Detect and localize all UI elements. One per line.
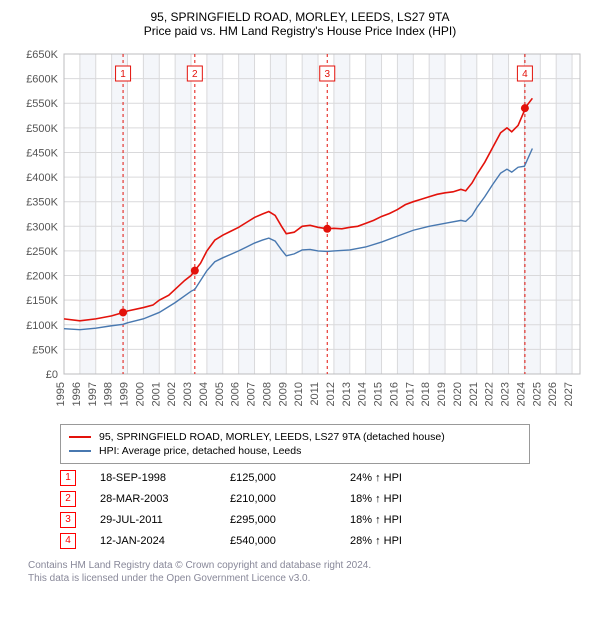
- sales-table: 1 18-SEP-1998 £125,000 24% ↑ HPI 2 28-MA…: [60, 470, 580, 549]
- svg-text:2022: 2022: [484, 382, 496, 406]
- table-row: 3 29-JUL-2011 £295,000 18% ↑ HPI: [60, 512, 580, 528]
- table-row: 4 12-JAN-2024 £540,000 28% ↑ HPI: [60, 533, 580, 549]
- svg-text:2020: 2020: [452, 382, 464, 406]
- sale-diff: 18% ↑ HPI: [350, 514, 460, 526]
- svg-text:£0: £0: [46, 369, 58, 381]
- svg-text:2006: 2006: [230, 382, 242, 406]
- svg-text:2014: 2014: [357, 382, 369, 406]
- svg-text:3: 3: [324, 69, 330, 80]
- svg-text:4: 4: [522, 69, 528, 80]
- svg-text:£400K: £400K: [26, 172, 58, 184]
- svg-text:1995: 1995: [55, 382, 67, 406]
- svg-text:2019: 2019: [436, 382, 448, 406]
- sale-date: 28-MAR-2003: [100, 493, 230, 505]
- svg-text:£200K: £200K: [26, 271, 58, 283]
- svg-text:2025: 2025: [531, 382, 543, 406]
- sale-marker-box: 3: [60, 512, 76, 528]
- svg-text:2004: 2004: [198, 382, 210, 406]
- title-sub: Price paid vs. HM Land Registry's House …: [10, 24, 590, 38]
- svg-text:2024: 2024: [515, 382, 527, 406]
- sale-diff: 18% ↑ HPI: [350, 493, 460, 505]
- legend-swatch: [69, 450, 91, 452]
- svg-text:£150K: £150K: [26, 295, 58, 307]
- svg-text:2013: 2013: [341, 382, 353, 406]
- svg-text:£100K: £100K: [26, 320, 58, 332]
- svg-text:2: 2: [192, 69, 198, 80]
- sale-date: 18-SEP-1998: [100, 472, 230, 484]
- svg-text:£500K: £500K: [26, 123, 58, 135]
- svg-text:£450K: £450K: [26, 147, 58, 159]
- legend-label: 95, SPRINGFIELD ROAD, MORLEY, LEEDS, LS2…: [99, 431, 445, 443]
- svg-text:2003: 2003: [182, 382, 194, 406]
- sale-diff: 28% ↑ HPI: [350, 535, 460, 547]
- footer-line: Contains HM Land Registry data © Crown c…: [28, 559, 580, 572]
- sale-marker-box: 1: [60, 470, 76, 486]
- svg-text:£350K: £350K: [26, 197, 58, 209]
- footer-line: This data is licensed under the Open Gov…: [28, 572, 580, 585]
- svg-text:2005: 2005: [214, 382, 226, 406]
- sale-date: 12-JAN-2024: [100, 535, 230, 547]
- svg-text:2002: 2002: [166, 382, 178, 406]
- chart-title-block: 95, SPRINGFIELD ROAD, MORLEY, LEEDS, LS2…: [10, 10, 590, 38]
- svg-text:£550K: £550K: [26, 98, 58, 110]
- table-row: 2 28-MAR-2003 £210,000 18% ↑ HPI: [60, 491, 580, 507]
- svg-text:2023: 2023: [500, 382, 512, 406]
- svg-text:2021: 2021: [468, 382, 480, 406]
- legend-item: HPI: Average price, detached house, Leed…: [69, 445, 521, 457]
- legend-item: 95, SPRINGFIELD ROAD, MORLEY, LEEDS, LS2…: [69, 431, 521, 443]
- svg-text:2008: 2008: [261, 382, 273, 406]
- svg-text:2011: 2011: [309, 382, 321, 406]
- svg-text:2026: 2026: [547, 382, 559, 406]
- title-main: 95, SPRINGFIELD ROAD, MORLEY, LEEDS, LS2…: [10, 10, 590, 24]
- legend-swatch: [69, 436, 91, 438]
- svg-text:2001: 2001: [150, 382, 162, 406]
- svg-text:2015: 2015: [373, 382, 385, 406]
- svg-text:2007: 2007: [246, 382, 258, 406]
- svg-text:2010: 2010: [293, 382, 305, 406]
- svg-text:£600K: £600K: [26, 74, 58, 86]
- sale-date: 29-JUL-2011: [100, 514, 230, 526]
- svg-text:2000: 2000: [134, 382, 146, 406]
- svg-text:1999: 1999: [119, 382, 131, 406]
- svg-text:1997: 1997: [87, 382, 99, 406]
- svg-text:1996: 1996: [71, 382, 83, 406]
- sale-price: £125,000: [230, 472, 350, 484]
- svg-text:2027: 2027: [563, 382, 575, 406]
- svg-text:£650K: £650K: [26, 49, 58, 61]
- svg-text:£50K: £50K: [32, 344, 58, 356]
- svg-text:1998: 1998: [103, 382, 115, 406]
- line-chart: £0 £50K £100K £150K £200K £250K £300K £350K £400…: [10, 46, 590, 416]
- svg-text:£300K: £300K: [26, 221, 58, 233]
- sale-marker-box: 2: [60, 491, 76, 507]
- sale-diff: 24% ↑ HPI: [350, 472, 460, 484]
- svg-text:1: 1: [120, 69, 126, 80]
- sale-price: £540,000: [230, 535, 350, 547]
- sale-marker-box: 4: [60, 533, 76, 549]
- chart-legend: 95, SPRINGFIELD ROAD, MORLEY, LEEDS, LS2…: [60, 424, 530, 464]
- table-row: 1 18-SEP-1998 £125,000 24% ↑ HPI: [60, 470, 580, 486]
- chart-area: £0 £50K £100K £150K £200K £250K £300K £350K £400…: [10, 46, 590, 416]
- svg-text:2017: 2017: [404, 382, 416, 406]
- footer-attribution: Contains HM Land Registry data © Crown c…: [28, 559, 580, 585]
- svg-text:2018: 2018: [420, 382, 432, 406]
- svg-text:2009: 2009: [277, 382, 289, 406]
- legend-label: HPI: Average price, detached house, Leed…: [99, 445, 301, 457]
- sale-price: £210,000: [230, 493, 350, 505]
- svg-text:2016: 2016: [388, 382, 400, 406]
- sale-price: £295,000: [230, 514, 350, 526]
- svg-text:£250K: £250K: [26, 246, 58, 258]
- svg-text:2012: 2012: [325, 382, 337, 406]
